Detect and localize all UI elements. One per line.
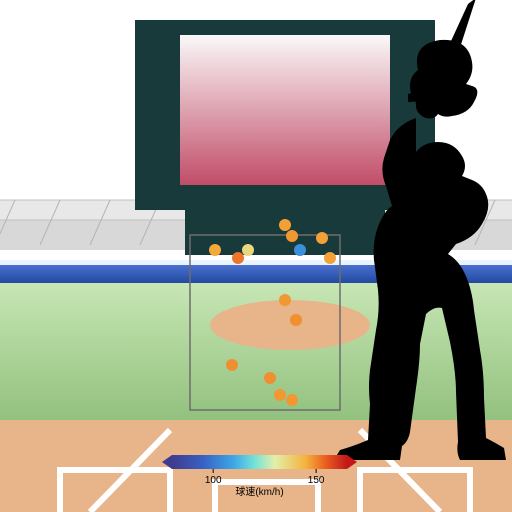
pitch-marker bbox=[279, 219, 291, 231]
pitch-marker bbox=[316, 232, 328, 244]
scoreboard-screen bbox=[180, 35, 390, 185]
pitch-marker bbox=[324, 252, 336, 264]
pitch-marker bbox=[209, 244, 221, 256]
pitch-marker bbox=[286, 230, 298, 242]
colorbar-tick: 150 bbox=[308, 475, 325, 486]
pitch-marker bbox=[286, 394, 298, 406]
pitch-marker bbox=[264, 372, 276, 384]
pitch-marker bbox=[294, 244, 306, 256]
pitch-marker bbox=[232, 252, 244, 264]
pitch-marker bbox=[279, 294, 291, 306]
pitcher-mound bbox=[210, 300, 370, 350]
pitch-marker bbox=[226, 359, 238, 371]
pitch-marker bbox=[290, 314, 302, 326]
pitch-marker bbox=[242, 244, 254, 256]
pitch-location-figure: 100 150 球速(km/h) bbox=[0, 0, 512, 512]
colorbar-label: 球速(km/h) bbox=[235, 485, 283, 498]
colorbar bbox=[172, 455, 347, 469]
figure-svg: 100 150 球速(km/h) bbox=[0, 0, 512, 512]
colorbar-tick: 100 bbox=[205, 475, 222, 486]
pitch-marker bbox=[274, 389, 286, 401]
